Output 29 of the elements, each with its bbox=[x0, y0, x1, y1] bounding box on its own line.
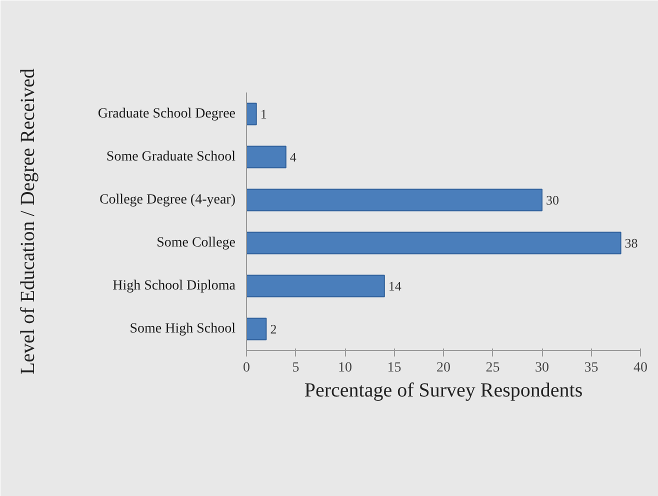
data-label: 4 bbox=[290, 150, 297, 164]
x-tick-label: 20 bbox=[436, 360, 450, 376]
x-tick-label: 40 bbox=[634, 360, 648, 376]
x-tick-label: 25 bbox=[486, 360, 500, 376]
bar bbox=[246, 146, 286, 168]
y-tick-label: College Degree (4-year) bbox=[99, 192, 236, 208]
data-label: 30 bbox=[546, 192, 559, 208]
data-label: 1 bbox=[260, 106, 267, 122]
y-tick-label: Some High School bbox=[130, 322, 236, 336]
bar bbox=[246, 102, 257, 126]
x-tick-label: 30 bbox=[535, 360, 549, 376]
y-tick-label: Some Graduate School bbox=[106, 150, 236, 164]
x-tick-label: 0 bbox=[243, 360, 250, 376]
y-axis-title: Level of Education / Degree Received bbox=[16, 68, 39, 374]
y-tick-label: Graduate School Degree bbox=[98, 106, 236, 122]
bar bbox=[246, 232, 622, 254]
bar bbox=[246, 188, 542, 212]
bar bbox=[246, 274, 385, 298]
data-label: 38 bbox=[624, 236, 638, 250]
x-tick-label: 15 bbox=[387, 360, 402, 376]
x-tick-label: 5 bbox=[292, 360, 300, 376]
data-label: 14 bbox=[388, 278, 402, 294]
data-label: 2 bbox=[270, 322, 277, 336]
y-tick-label: High School Diploma bbox=[112, 278, 236, 294]
bar bbox=[246, 318, 267, 340]
x-tick-label: 10 bbox=[338, 360, 352, 376]
x-axis-title: Percentage of Survey Respondents bbox=[304, 380, 583, 402]
x-tick-label: 35 bbox=[584, 360, 598, 376]
y-tick-label: Some College bbox=[156, 236, 236, 250]
